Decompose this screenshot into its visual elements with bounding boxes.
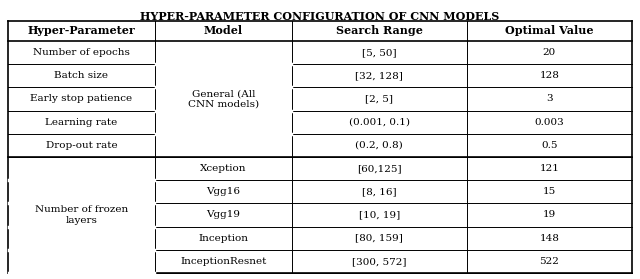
Text: [60,125]: [60,125] (357, 164, 401, 173)
Text: 522: 522 (540, 257, 559, 266)
Text: 19: 19 (543, 210, 556, 220)
Text: HYPER-PARAMETER CONFIGURATION OF CNN MODELS: HYPER-PARAMETER CONFIGURATION OF CNN MOD… (140, 11, 500, 22)
Text: [5, 50]: [5, 50] (362, 48, 397, 57)
Text: (0.001, 0.1): (0.001, 0.1) (349, 118, 410, 127)
Text: Xception: Xception (200, 164, 246, 173)
Text: [2, 5]: [2, 5] (365, 95, 393, 104)
Text: Drop-out rate: Drop-out rate (45, 141, 117, 150)
Text: 0.5: 0.5 (541, 141, 557, 150)
Text: Learning rate: Learning rate (45, 118, 118, 127)
Text: [80, 159]: [80, 159] (355, 234, 403, 243)
Text: InceptionResnet: InceptionResnet (180, 257, 266, 266)
Text: 148: 148 (540, 234, 559, 243)
Text: Early stop patience: Early stop patience (30, 95, 132, 104)
Text: 20: 20 (543, 48, 556, 57)
Text: 3: 3 (546, 95, 552, 104)
Text: Number of epochs: Number of epochs (33, 48, 130, 57)
Text: 0.003: 0.003 (534, 118, 564, 127)
Text: Model: Model (204, 25, 243, 37)
Text: (0.2, 0.8): (0.2, 0.8) (355, 141, 403, 150)
Text: Vgg19: Vgg19 (206, 210, 240, 220)
Text: Number of frozen
layers: Number of frozen layers (35, 205, 128, 225)
Text: [8, 16]: [8, 16] (362, 187, 397, 196)
Text: [10, 19]: [10, 19] (358, 210, 400, 220)
Text: [32, 128]: [32, 128] (355, 71, 403, 80)
Text: Batch size: Batch size (54, 71, 108, 80)
Text: Vgg16: Vgg16 (206, 187, 240, 196)
Text: 121: 121 (540, 164, 559, 173)
Text: Hyper-Parameter: Hyper-Parameter (28, 25, 135, 37)
Text: Optimal Value: Optimal Value (505, 25, 593, 37)
Text: 128: 128 (540, 71, 559, 80)
Text: Search Range: Search Range (336, 25, 422, 37)
Text: [300, 572]: [300, 572] (352, 257, 406, 266)
Text: Inception: Inception (198, 234, 248, 243)
Text: General (All
CNN models): General (All CNN models) (188, 89, 259, 109)
Text: 15: 15 (543, 187, 556, 196)
